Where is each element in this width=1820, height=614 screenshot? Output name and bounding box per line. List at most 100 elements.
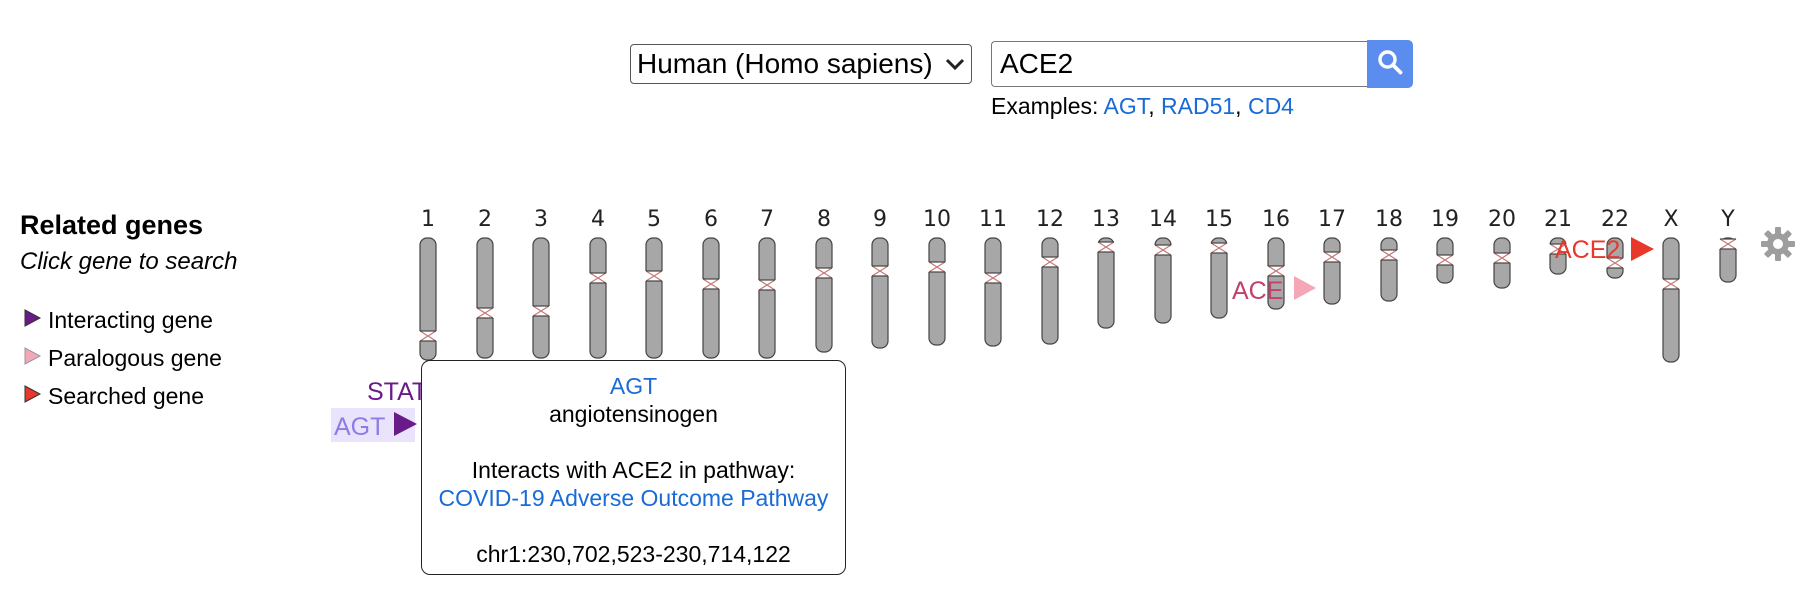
- chromosome-label: 20: [1488, 207, 1516, 232]
- chromosome-body: [1041, 237, 1059, 345]
- gear-icon[interactable]: [1760, 226, 1796, 262]
- chromosome-body: [758, 237, 776, 359]
- tooltip-pathway-link[interactable]: COVID-19 Adverse Outcome Pathway: [438, 485, 829, 511]
- searched-marker-icon[interactable]: [1631, 237, 1654, 261]
- gene-label-stat[interactable]: STAT: [367, 378, 427, 406]
- chromosome-14[interactable]: 14: [1149, 207, 1177, 324]
- gene-tooltip: AGT angiotensinogen Interacts with ACE2 …: [421, 360, 846, 575]
- example-link-agt[interactable]: AGT: [1103, 93, 1149, 119]
- chromosome-label: 9: [873, 207, 887, 232]
- chromosome-label: 7: [760, 207, 774, 232]
- legend-label: Searched gene: [48, 383, 205, 409]
- tooltip-interacts-text: Interacts with ACE2 in pathway:: [471, 457, 796, 483]
- example-link-cd4[interactable]: CD4: [1247, 93, 1294, 119]
- tooltip-location: chr1:230,702,523-230,714,122: [476, 541, 791, 567]
- chromosome-5[interactable]: 5: [645, 207, 663, 359]
- chromosome-label: 10: [923, 207, 951, 232]
- species-select[interactable]: Human (Homo sapiens): [630, 44, 972, 84]
- chromosome-label: 21: [1544, 207, 1572, 232]
- search-button[interactable]: [1367, 40, 1413, 88]
- chromosome-label: 12: [1036, 207, 1064, 232]
- triangle-marker-icon: [22, 383, 42, 410]
- species-select-value: Human (Homo sapiens): [637, 48, 933, 79]
- chromosome-body: [1662, 237, 1680, 363]
- chromosome-body: [1210, 237, 1228, 319]
- chromosome-label: 3: [534, 207, 548, 232]
- examples-label: Examples:: [991, 93, 1099, 119]
- chromosome-4[interactable]: 4: [589, 207, 607, 359]
- chromosome-label: 2: [478, 207, 492, 232]
- legend-label: Interacting gene: [48, 307, 213, 333]
- chromosome-16[interactable]: 16: [1262, 207, 1290, 310]
- chromosome-body: [419, 237, 437, 361]
- triangle-marker-icon: [22, 307, 42, 334]
- chevron-down-icon: [945, 51, 965, 77]
- chromosome-label: 4: [591, 207, 605, 232]
- legend-item-searched: Searched gene: [22, 383, 204, 410]
- chromosome-body: [984, 237, 1002, 347]
- chromosome-body: [1097, 237, 1115, 329]
- chromosome-label: 16: [1262, 207, 1290, 232]
- chromosome-18[interactable]: 18: [1375, 207, 1403, 302]
- chromosome-11[interactable]: 11: [979, 207, 1007, 347]
- chromosome-body: [928, 237, 946, 346]
- chromosome-20[interactable]: 20: [1488, 207, 1516, 289]
- search-icon: [1377, 49, 1403, 80]
- chromosome-6[interactable]: 6: [702, 207, 720, 359]
- examples-row: Examples: AGT, RAD51, CD4: [991, 93, 1294, 119]
- chromosome-label: 15: [1205, 207, 1233, 232]
- chromosome-12[interactable]: 12: [1036, 207, 1064, 345]
- interacting-marker-icon[interactable]: [394, 412, 417, 436]
- chromosome-label: 1: [421, 207, 435, 232]
- chromosome-label: 19: [1431, 207, 1459, 232]
- chromosome-19[interactable]: 19: [1431, 207, 1459, 284]
- chromosome-3[interactable]: 3: [532, 207, 550, 359]
- gene-label-agt[interactable]: AGT: [334, 413, 385, 441]
- legend-item-paralogous: Paralogous gene: [22, 345, 222, 372]
- example-link-rad51[interactable]: RAD51: [1161, 93, 1236, 119]
- chromosome-9[interactable]: 9: [871, 207, 889, 349]
- chromosome-body: [476, 237, 494, 359]
- chromosome-label: 6: [704, 207, 718, 232]
- chromosome-body: [702, 237, 720, 359]
- chromosome-body: [532, 237, 550, 359]
- chromosome-22[interactable]: 22: [1601, 207, 1629, 279]
- paralog-marker-icon[interactable]: [1294, 276, 1316, 300]
- chromosome-label: 22: [1601, 207, 1629, 232]
- chromosome-10[interactable]: 10: [923, 207, 951, 346]
- chromosome-label: Y: [1720, 207, 1735, 232]
- chromosome-21[interactable]: 21: [1544, 207, 1572, 275]
- chromosome-body: [871, 237, 889, 349]
- chromosome-x[interactable]: X: [1662, 207, 1680, 363]
- gene-label-ace2[interactable]: ACE2: [1555, 236, 1620, 264]
- chromosome-label: 8: [817, 207, 831, 232]
- gene-search-input[interactable]: ACE2: [991, 41, 1369, 87]
- triangle-marker-icon: [22, 345, 42, 372]
- chromosome-label: 5: [647, 207, 661, 232]
- chromosome-body: [645, 237, 663, 359]
- gene-label-ace[interactable]: ACE: [1232, 277, 1283, 305]
- chromosome-body: [589, 237, 607, 359]
- chromosome-2[interactable]: 2: [476, 207, 494, 359]
- chromosome-label: 17: [1318, 207, 1346, 232]
- chromosome-label: 14: [1149, 207, 1177, 232]
- chromosome-15[interactable]: 15: [1205, 207, 1233, 319]
- chromosome-body: [815, 237, 833, 353]
- chromosome-body: [1380, 237, 1398, 302]
- chromosome-label: 13: [1092, 207, 1120, 232]
- chromosome-7[interactable]: 7: [758, 207, 776, 359]
- related-genes-subtitle: Click gene to search: [20, 248, 238, 275]
- chromosome-13[interactable]: 13: [1092, 207, 1120, 329]
- legend-item-interacting: Interacting gene: [22, 307, 213, 334]
- chromosome-8[interactable]: 8: [815, 207, 833, 353]
- chromosome-label: 11: [979, 207, 1007, 232]
- gene-search-value: ACE2: [1000, 48, 1074, 79]
- chromosome-1[interactable]: 1: [419, 207, 437, 361]
- tooltip-gene-link[interactable]: AGT: [609, 373, 658, 399]
- chromosome-17[interactable]: 17: [1318, 207, 1346, 305]
- chromosome-label: 18: [1375, 207, 1403, 232]
- chromosome-label: X: [1663, 207, 1678, 232]
- chromosome-y[interactable]: Y: [1719, 207, 1737, 283]
- legend-label: Paralogous gene: [48, 345, 222, 371]
